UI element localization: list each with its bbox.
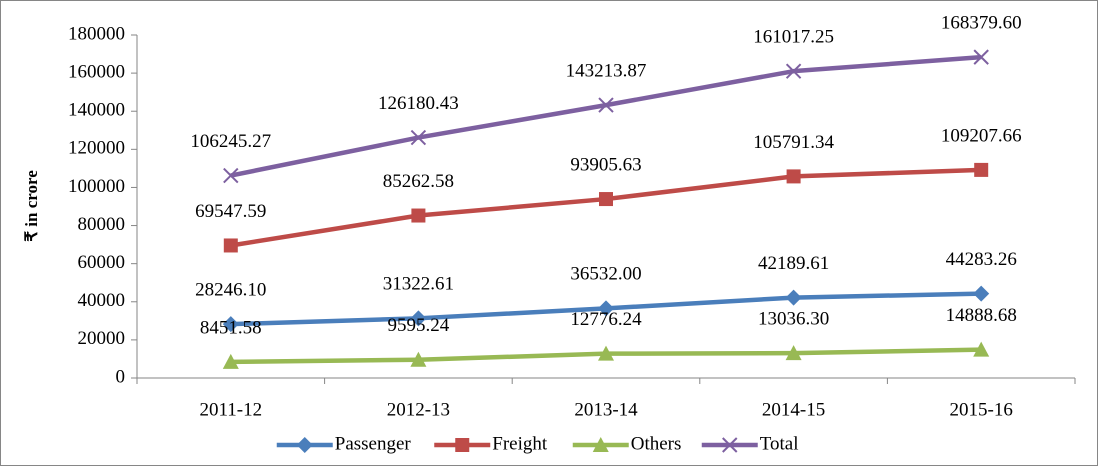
x-tick-label: 2015-16 (950, 399, 1013, 420)
y-tick-label: 120000 (68, 138, 125, 159)
data-point (973, 49, 989, 65)
x-tick-label: 2013-14 (574, 399, 638, 420)
data-label: 105791.34 (753, 132, 834, 153)
x-tick-label: 2011-12 (199, 399, 262, 420)
data-point (410, 310, 427, 327)
data-label: 85262.58 (383, 171, 454, 192)
legend-marker (296, 437, 313, 453)
y-tick-label: 80000 (78, 214, 126, 235)
data-point (223, 167, 239, 184)
legend-marker (455, 438, 470, 452)
data-label: 44283.26 (946, 249, 1017, 270)
data-point (410, 129, 427, 146)
y-tick-label: 100000 (68, 176, 125, 197)
data-label: 93905.63 (570, 154, 641, 175)
data-label: 126180.43 (378, 93, 459, 114)
data-point (223, 238, 238, 253)
data-label: 42189.61 (758, 253, 829, 274)
data-label: 12776.24 (570, 309, 642, 330)
data-label: 109207.66 (941, 125, 1022, 146)
legend-label: Freight (492, 433, 548, 454)
data-point (598, 300, 614, 317)
data-point (598, 97, 614, 113)
data-point (222, 353, 239, 369)
legend-marker (592, 437, 609, 452)
data-point (785, 345, 802, 361)
data-label: 143213.87 (566, 60, 647, 81)
y-tick-label: 60000 (78, 252, 126, 273)
legend-label: Others (631, 433, 682, 454)
data-point (410, 351, 427, 367)
data-label: 106245.27 (190, 131, 271, 152)
legend-marker (722, 437, 738, 453)
data-label: 168379.60 (941, 13, 1022, 34)
data-label: 8451.58 (200, 317, 262, 338)
x-tick-label: 2012-13 (387, 399, 450, 420)
y-tick-label: 40000 (78, 290, 126, 311)
y-tick-label: 140000 (68, 100, 125, 121)
data-label: 161017.25 (753, 27, 834, 48)
data-point (222, 316, 239, 333)
data-point (785, 289, 802, 306)
data-point (974, 162, 989, 177)
data-point (785, 63, 802, 79)
x-tick-label: 2014-15 (762, 399, 825, 420)
data-label: 36532.00 (570, 264, 641, 285)
data-point (599, 192, 613, 207)
data-point (411, 208, 426, 223)
data-label: 31322.61 (383, 274, 454, 295)
y-tick-label: 20000 (78, 328, 126, 349)
data-label: 69547.59 (195, 201, 266, 222)
data-point (973, 341, 990, 357)
legend-label: Total (760, 433, 799, 454)
legend-label: Passenger (335, 433, 412, 454)
data-label: 28246.10 (195, 280, 266, 301)
y-tick-label: 180000 (68, 23, 125, 44)
data-label: 9595.24 (388, 315, 450, 336)
data-label: 14888.68 (946, 305, 1017, 326)
data-point (973, 285, 990, 302)
data-point (786, 169, 801, 184)
data-label: 13036.30 (758, 309, 829, 330)
y-tick-label: 0 (116, 366, 126, 387)
data-point (598, 345, 614, 361)
y-tick-label: 160000 (68, 61, 125, 82)
y-axis-label: ₹ in crore (22, 170, 41, 242)
